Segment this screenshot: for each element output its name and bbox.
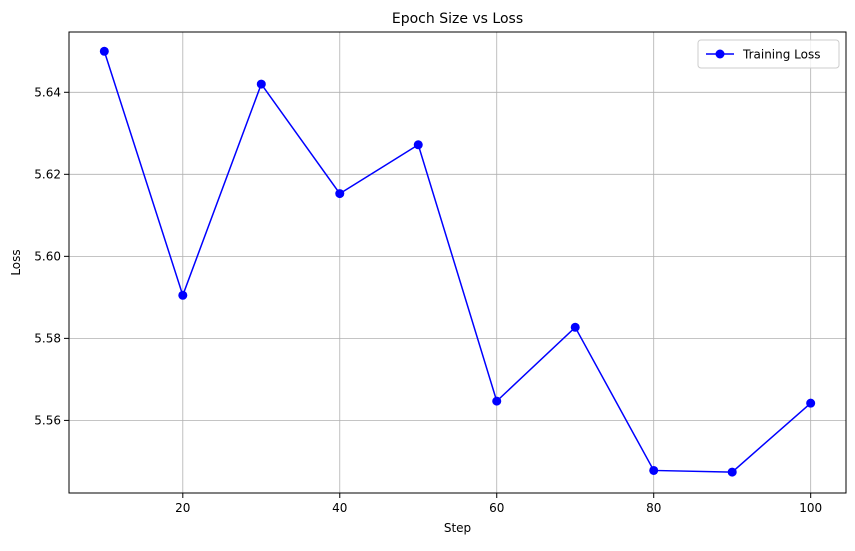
y-axis-label: Loss xyxy=(9,249,23,275)
grid-lines xyxy=(69,32,846,493)
y-tick-label: 5.58 xyxy=(34,331,61,345)
plot-frame xyxy=(68,31,847,494)
chart-title: Epoch Size vs Loss xyxy=(392,11,523,27)
legend-marker xyxy=(715,49,725,59)
data-point xyxy=(570,322,580,332)
legend-label: Training Loss xyxy=(742,48,820,62)
data-point xyxy=(727,467,737,477)
y-tick-label: 5.62 xyxy=(34,167,61,181)
y-tick-label: 5.60 xyxy=(34,249,61,263)
data-point xyxy=(256,79,266,89)
x-tick-label: 60 xyxy=(489,501,504,515)
data-point xyxy=(99,46,109,56)
legend: Training Loss xyxy=(697,39,840,69)
y-axis: 5.56 5.58 5.60 5.62 5.64 xyxy=(34,85,69,427)
y-tick-label: 5.64 xyxy=(34,85,61,99)
series-line xyxy=(103,51,812,473)
data-point xyxy=(806,398,816,408)
x-tick-label: 80 xyxy=(646,501,661,515)
data-point xyxy=(335,189,345,199)
x-tick-label: 100 xyxy=(799,501,822,515)
x-tick-label: 20 xyxy=(175,501,190,515)
legend-box xyxy=(697,39,840,69)
data-point xyxy=(492,396,502,406)
data-point xyxy=(413,140,423,150)
x-tick-label: 40 xyxy=(332,501,347,515)
data-point xyxy=(178,290,188,300)
series-layer xyxy=(99,46,816,477)
data-point xyxy=(649,465,659,475)
x-axis: 20 40 60 80 100 xyxy=(175,493,822,515)
x-axis-label: Step xyxy=(444,521,471,535)
y-tick-label: 5.56 xyxy=(34,413,61,427)
